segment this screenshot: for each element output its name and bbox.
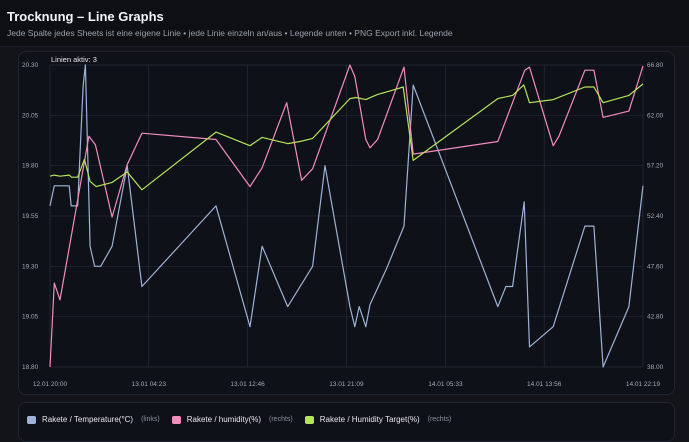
y-right-tick-label: 38.00 xyxy=(647,364,664,371)
grid xyxy=(49,64,644,368)
series-line-2 xyxy=(49,64,644,368)
y-left-tick-label: 19.05 xyxy=(22,314,39,321)
series-line-3 xyxy=(49,83,644,191)
legend-item[interactable]: Rakete / Humidity Target(%) (rechts) xyxy=(304,415,452,424)
x-tick-label: 13.01 04:23 xyxy=(132,381,167,388)
page-subtitle: Jede Spalte jedes Sheets ist eine eigene… xyxy=(7,28,453,38)
legend-axis-side: (rechts) xyxy=(427,416,452,423)
y-right-tick-label: 66.80 xyxy=(647,62,664,69)
line-chart: 18.80 38.00 19.05 42.80 19.30 47.60 19.55 52.40… xyxy=(22,55,664,388)
x-tick-label: 13.01 12:46 xyxy=(230,381,265,388)
y-left-tick-label: 19.30 xyxy=(22,263,39,270)
legend-label: Rakete / humidity(%) xyxy=(186,415,262,424)
y-right-tick-label: 47.60 xyxy=(647,263,664,270)
legend-swatch xyxy=(171,415,181,424)
y-left-tick-label: 18.80 xyxy=(22,364,39,371)
legend: Rakete / Temperature(°C) (links) Rakete / … xyxy=(18,402,675,442)
legend-label: Rakete / Temperature(°C) xyxy=(42,415,134,424)
legend-swatch xyxy=(304,415,314,424)
legend-item[interactable]: Rakete / humidity(%) (rechts) xyxy=(171,415,293,424)
series-line-1 xyxy=(49,64,644,368)
legend-swatch xyxy=(27,415,36,424)
page-title: Trocknung – Line Graphs xyxy=(7,9,164,24)
legend-axis-side: (links) xyxy=(141,416,160,423)
legend-item[interactable]: Rakete / Temperature(°C) (links) xyxy=(27,415,160,424)
legend-label: Rakete / Humidity Target(%) xyxy=(319,415,420,424)
y-left-tick-label: 19.80 xyxy=(22,163,39,170)
x-tick-label: 13.01 21:09 xyxy=(329,381,364,388)
y-right-tick-label: 52.40 xyxy=(647,213,664,220)
x-tick-label: 14.01 05:33 xyxy=(428,381,463,388)
legend-axis-side: (rechts) xyxy=(269,416,293,423)
x-tick-label: 12.01 20:00 xyxy=(33,381,68,388)
y-left-tick-label: 19.55 xyxy=(22,213,39,220)
y-right-tick-label: 62.00 xyxy=(647,112,664,119)
y-left-tick-label: 20.05 xyxy=(22,112,39,119)
active-lines-label: Linien aktiv: 3 xyxy=(51,55,97,64)
x-tick-label: 14.01 13:56 xyxy=(527,381,562,388)
x-tick-label: 14.01 22:19 xyxy=(626,381,661,388)
y-left-tick-label: 20.30 xyxy=(22,62,39,69)
axis-labels: 18.80 38.00 19.05 42.80 19.30 47.60 19.55 52.40… xyxy=(22,62,664,388)
y-right-tick-label: 57.20 xyxy=(647,163,664,170)
series-lines xyxy=(49,64,644,368)
page-header: Trocknung – Line Graphs Jede Spalte jede… xyxy=(0,0,689,47)
y-right-tick-label: 42.80 xyxy=(647,314,664,321)
